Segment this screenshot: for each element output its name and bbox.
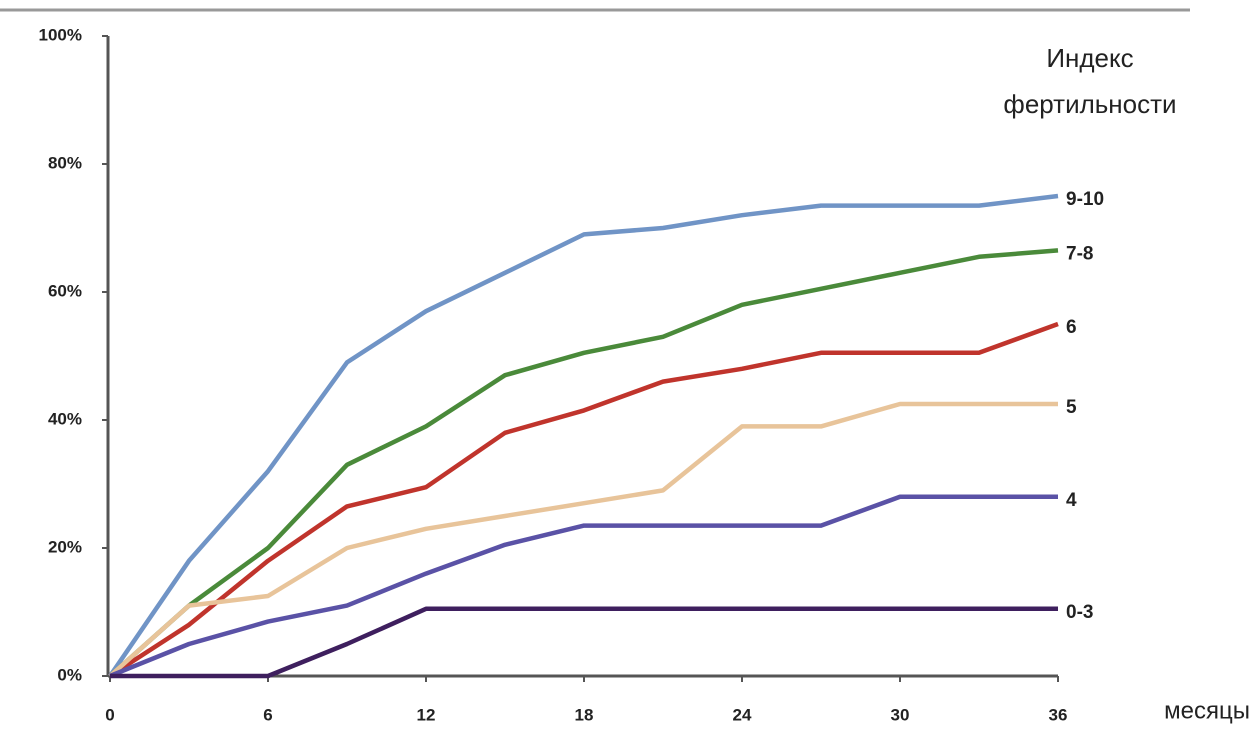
x-tick-label: 6 [263,705,272,724]
series-line [108,248,1059,678]
y-tick-label: 100% [39,25,82,44]
legend-title: Индекс фертильности [1003,43,1176,119]
y-tick-label: 40% [48,409,82,428]
legend-label: 9-10 [1066,189,1104,210]
x-tick-label: 24 [733,705,752,724]
x-tick-label: 0 [105,705,114,724]
x-tick-label: 36 [1049,705,1068,724]
y-tick-label: 80% [48,153,82,172]
series-line [110,606,1058,679]
series-line [108,321,1059,678]
series-line [108,193,1059,678]
x-tick-label: 18 [575,705,594,724]
y-tick-label: 60% [48,281,82,300]
series-line [109,494,1058,679]
y-tick-label: 20% [48,537,82,556]
legend-label: 4 [1066,490,1077,511]
y-tick-label: 0% [57,665,82,684]
series-line [108,401,1058,678]
legend-title-line: фертильности [1003,89,1176,119]
x-axis-label: месяцы [1164,697,1250,724]
legend-label: 0-3 [1066,602,1093,623]
legend-label: 6 [1066,317,1077,338]
x-tick-label: 12 [417,705,436,724]
x-tick-label: 30 [891,705,910,724]
legend-label: 5 [1066,397,1077,418]
legend-label: 7-8 [1066,243,1093,264]
legend-title-line: Индекс [1046,43,1133,73]
